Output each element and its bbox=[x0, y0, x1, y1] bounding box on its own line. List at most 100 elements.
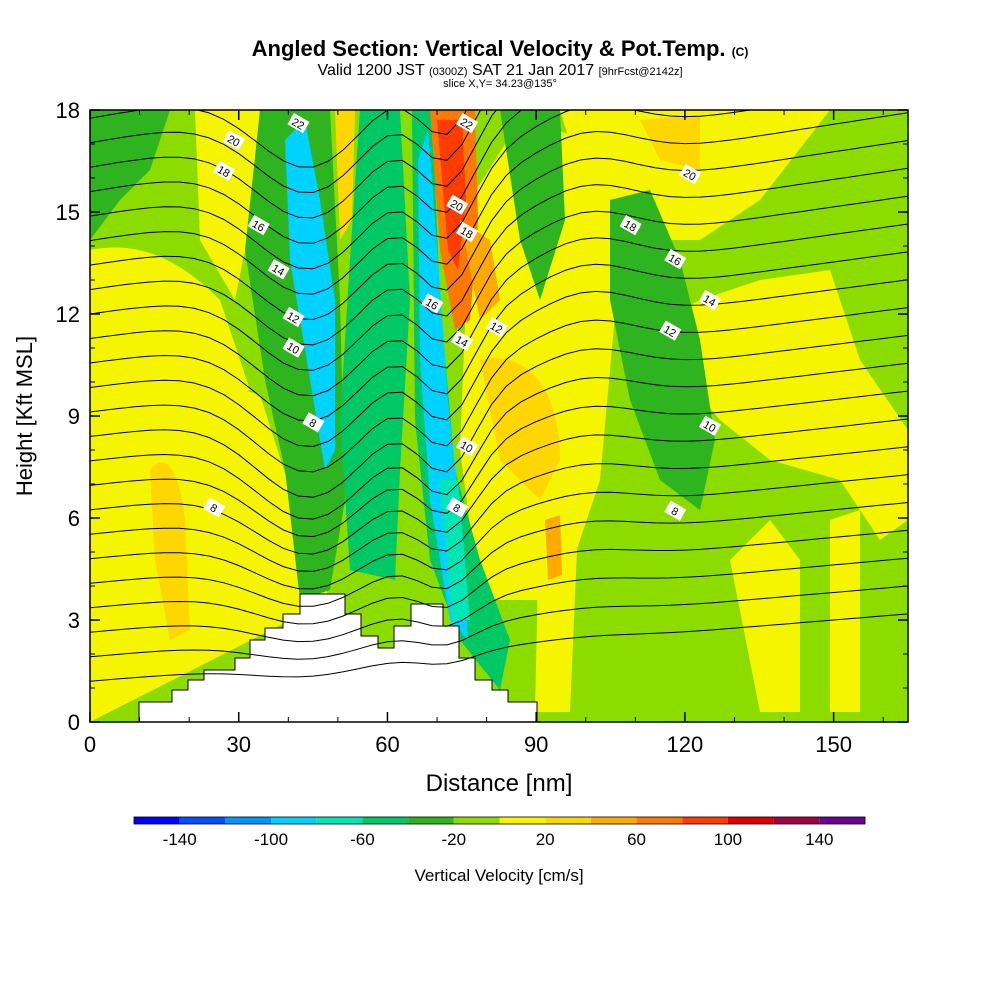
contour-label: 12 bbox=[488, 320, 505, 337]
contour-label-bg bbox=[664, 500, 687, 521]
colorbar-swatch bbox=[271, 817, 317, 824]
contour-label: 20 bbox=[448, 198, 465, 215]
theta-contour-line bbox=[90, 613, 908, 682]
colorbar-swatch bbox=[453, 817, 500, 824]
x-tick-label: 90 bbox=[524, 732, 548, 757]
contour-label: 14 bbox=[270, 262, 287, 279]
contour-label: 10 bbox=[458, 439, 475, 456]
colorbar-label: Vertical Velocity [cm/s] bbox=[414, 866, 583, 885]
theta-contour-line bbox=[90, 474, 908, 590]
theta-contour-line bbox=[90, 390, 908, 538]
pot-temp-contours bbox=[90, 110, 908, 682]
x-axis-label: Distance [nm] bbox=[426, 770, 573, 797]
contour-label: 12 bbox=[661, 324, 678, 341]
contour-label: 8 bbox=[208, 502, 219, 515]
contour-label-bg bbox=[282, 306, 305, 328]
contour-label: 10 bbox=[284, 341, 301, 358]
colorbar-tick-label: -140 bbox=[163, 830, 197, 849]
y-tick-label: 18 bbox=[56, 98, 80, 123]
colorbar-tick-label: -20 bbox=[442, 830, 467, 849]
contour-label-bg bbox=[451, 330, 474, 351]
contour-label-bg bbox=[203, 497, 226, 518]
chart-subtitle: Valid 1200 JST (0300Z) SAT 21 Jan 2017 [… bbox=[317, 62, 683, 79]
contour-label-bg bbox=[446, 194, 469, 215]
chart-title: Angled Section: Vertical Velocity & Pot.… bbox=[251, 36, 749, 61]
theta-contour-line bbox=[90, 502, 908, 607]
contour-label-bg bbox=[485, 317, 508, 338]
y-axis: 0 3 6 9 12 15 18 bbox=[56, 98, 908, 735]
contour-label: 8 bbox=[307, 417, 318, 430]
contour-label-bg bbox=[455, 221, 479, 243]
contour-label-bg bbox=[664, 249, 687, 270]
colorbar-tick-label: 60 bbox=[627, 830, 646, 849]
colorbar-swatch bbox=[727, 817, 774, 824]
contour-label: 16 bbox=[666, 252, 683, 269]
y-axis-label: Height [Kft MSL] bbox=[12, 336, 37, 496]
contour-label-bg bbox=[455, 436, 479, 457]
theta-contour-line bbox=[90, 585, 908, 660]
colorbar-swatch bbox=[499, 817, 546, 824]
colorbar-swatch bbox=[682, 817, 728, 824]
contour-label: 18 bbox=[622, 218, 639, 235]
contour-label-bg bbox=[282, 337, 305, 358]
x-tick-label: 0 bbox=[84, 732, 96, 757]
contour-label-bg bbox=[287, 113, 310, 134]
contour-label: 14 bbox=[453, 334, 470, 351]
colorbar-tick-label: 100 bbox=[714, 830, 742, 849]
colorbar-swatch bbox=[316, 817, 363, 824]
contour-label: 14 bbox=[701, 293, 718, 310]
contour-label: 18 bbox=[458, 225, 475, 242]
contour-label-bg bbox=[659, 320, 682, 341]
theta-contour-line bbox=[90, 195, 908, 371]
colorbar-swatch bbox=[362, 817, 409, 824]
colorbar-swatch bbox=[636, 817, 683, 824]
theta-contour-line bbox=[90, 110, 468, 168]
y-tick-label: 0 bbox=[68, 710, 80, 735]
contour-label-bg bbox=[267, 259, 290, 280]
theta-contour-line bbox=[90, 110, 754, 270]
theta-contour-line bbox=[90, 223, 908, 397]
vertical-velocity-field bbox=[90, 110, 908, 722]
theta-contour-line bbox=[90, 279, 908, 448]
colorbar-swatch bbox=[179, 817, 226, 824]
contour-label-bg bbox=[619, 215, 642, 236]
colorbar-swatch bbox=[590, 817, 637, 824]
contour-label: 10 bbox=[701, 419, 718, 436]
contour-label: 20 bbox=[225, 133, 242, 150]
colorbar: -140 -100 -60 -20 20 60 100 140 bbox=[133, 816, 866, 849]
colorbar-swatch bbox=[225, 817, 272, 824]
contour-label: 22 bbox=[458, 116, 475, 133]
colorbar-swatch bbox=[819, 817, 865, 824]
contour-label: 18 bbox=[215, 164, 232, 181]
colorbar-tick-label: -60 bbox=[350, 830, 375, 849]
x-axis: 0 30 60 90 120 150 bbox=[84, 110, 884, 757]
x-tick-label: 30 bbox=[226, 732, 250, 757]
y-tick-label: 9 bbox=[68, 404, 80, 429]
theta-contour-line bbox=[90, 110, 482, 194]
x-tick-label: 120 bbox=[667, 732, 704, 757]
theta-contour-line bbox=[90, 167, 908, 346]
theta-contour-line bbox=[90, 446, 908, 572]
colorbar-frame bbox=[133, 816, 866, 825]
pot-temp-labels: 22 20 18 16 14 12 10 8 8 22 20 18 16 14 12 10 8 20 18 16 14 1… bbox=[203, 113, 721, 521]
contour-label: 8 bbox=[669, 505, 680, 518]
theta-contour-line bbox=[90, 251, 908, 422]
contour-label: 16 bbox=[250, 218, 267, 235]
colorbar-tick-label: -100 bbox=[254, 830, 288, 849]
y-tick-label: 6 bbox=[68, 506, 80, 531]
contour-label-bg bbox=[247, 215, 270, 236]
theta-contour-line bbox=[90, 334, 908, 498]
y-tick-label: 12 bbox=[56, 302, 80, 327]
theta-contour-line bbox=[90, 418, 908, 555]
contour-label: 8 bbox=[451, 502, 462, 515]
contour-label-bg bbox=[698, 415, 721, 436]
contour-label: 20 bbox=[681, 167, 698, 184]
colorbar-swatch bbox=[545, 817, 591, 824]
theta-contour-line bbox=[90, 112, 908, 295]
theta-contour-line bbox=[90, 557, 908, 643]
contour-label-bg bbox=[446, 497, 469, 518]
contour-label-bg bbox=[213, 160, 236, 181]
contour-label-bg bbox=[421, 293, 444, 314]
contour-label: 12 bbox=[284, 310, 301, 327]
